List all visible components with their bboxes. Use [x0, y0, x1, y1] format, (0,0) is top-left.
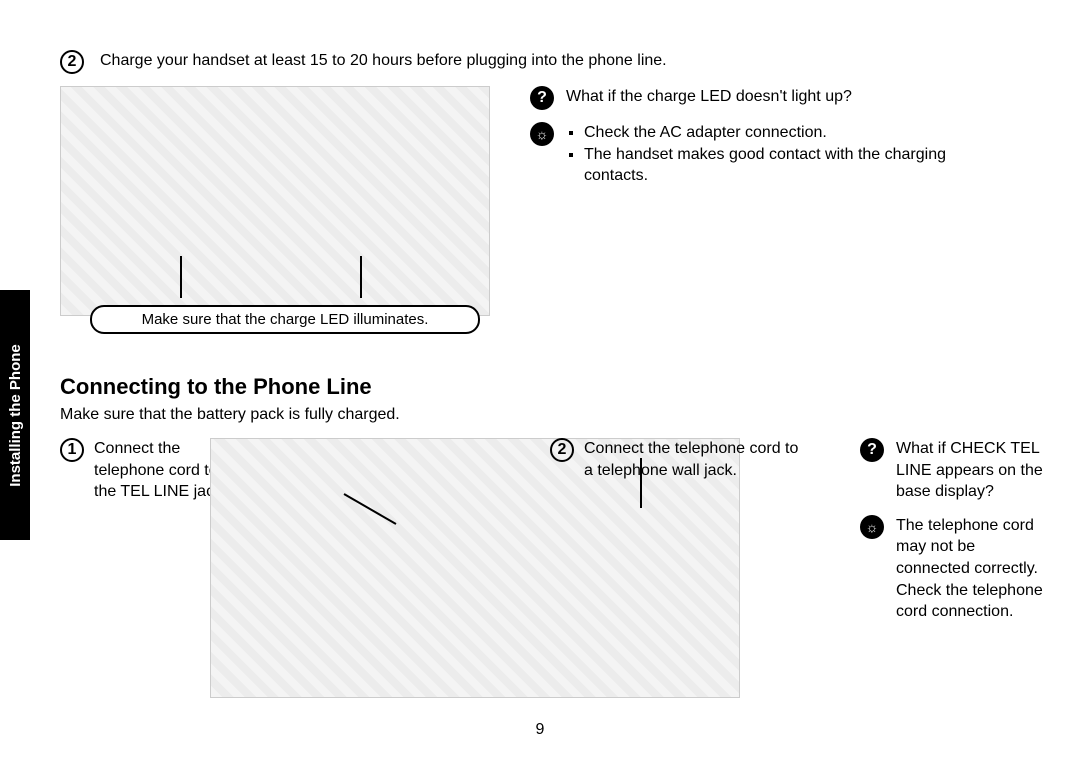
faq1-answers: Check the AC adapter connection. The han…: [566, 122, 1000, 187]
side-tab: Installing the Phone: [0, 290, 30, 540]
faq-tel-line: ? What if CHECK TEL LINE appears on the …: [860, 438, 1050, 635]
faq1-answer-1: Check the AC adapter connection.: [584, 122, 1000, 144]
charging-illustration: Make sure that the charge LED illuminate…: [60, 86, 490, 316]
leader-line: [180, 256, 182, 298]
step-2b-text: Connect the telephone cord to a telephon…: [584, 438, 800, 481]
page-number: 9: [0, 721, 1080, 739]
question-icon: ?: [860, 438, 884, 462]
bulb-icon: ☼: [530, 122, 554, 146]
faq1-answer-2: The handset makes good contact with the …: [584, 144, 1000, 187]
led-callout-text: Make sure that the charge LED illuminate…: [142, 311, 429, 328]
step-number-1: 1: [60, 438, 84, 462]
upper-block: Make sure that the charge LED illuminate…: [60, 86, 1050, 316]
step-number-2: 2: [60, 50, 84, 74]
question-icon: ?: [530, 86, 554, 110]
faq-charge-led: ? What if the charge LED doesn't light u…: [530, 86, 1000, 316]
connecting-block: 1 Connect the telephone cord to the TEL …: [60, 438, 1050, 728]
step-1-connect: 1 Connect the telephone cord to the TEL …: [60, 438, 230, 503]
leader-line: [360, 256, 362, 298]
led-callout: Make sure that the charge LED illuminate…: [90, 305, 480, 334]
illustration-placeholder: [60, 86, 490, 316]
step-2-text: Charge your handset at least 15 to 20 ho…: [100, 50, 667, 72]
section-heading: Connecting to the Phone Line: [60, 374, 1050, 400]
page-content: 2 Charge your handset at least 15 to 20 …: [60, 50, 1050, 728]
step-2-connect: 2 Connect the telephone cord to a teleph…: [550, 438, 800, 481]
side-tab-label: Installing the Phone: [7, 344, 24, 487]
bulb-icon: ☼: [860, 515, 884, 539]
faq2-answer: The telephone cord may not be connected …: [896, 515, 1050, 623]
step-number-2b: 2: [550, 438, 574, 462]
faq2-question: What if CHECK TEL LINE appears on the ba…: [896, 438, 1050, 503]
step-2-charge: 2 Charge your handset at least 15 to 20 …: [60, 50, 1050, 74]
section-subtext: Make sure that the battery pack is fully…: [60, 406, 1050, 424]
faq1-question: What if the charge LED doesn't light up?: [566, 86, 852, 108]
